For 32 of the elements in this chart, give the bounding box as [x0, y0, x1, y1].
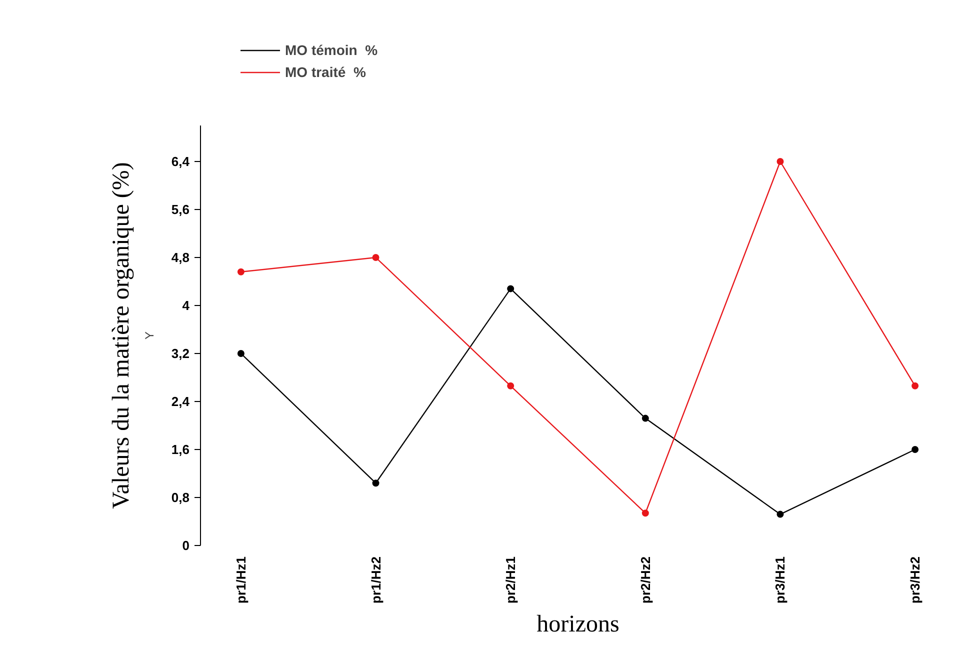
- y-axis-title: Valeurs du la matière organique (%): [108, 162, 134, 509]
- x-tick-label: pr1/Hz2: [368, 556, 384, 604]
- point: [776, 158, 784, 165]
- legend-label: MO traité %: [285, 64, 366, 80]
- y-tick-label: 2,4: [171, 394, 190, 409]
- y-tick-label: 1,6: [171, 442, 190, 457]
- x-tick-label: pr3/Hz2: [908, 556, 923, 604]
- y-tick-label: 3,2: [171, 346, 190, 361]
- point: [642, 510, 649, 517]
- point: [237, 350, 244, 357]
- point: [912, 382, 919, 390]
- x-tick-label: pr2/Hz2: [638, 556, 653, 604]
- point: [776, 510, 784, 518]
- y-tick-label: 0,8: [171, 490, 190, 505]
- y-tick-label: 5,6: [171, 202, 190, 217]
- x-tick-label: pr3/Hz1: [772, 556, 788, 604]
- point: [372, 254, 380, 261]
- x-tick-label: pr2/Hz1: [503, 556, 518, 604]
- y-tick-label: 0: [182, 538, 190, 553]
- point: [507, 382, 514, 390]
- point: [372, 480, 380, 487]
- y-tick-label: 4,8: [171, 250, 190, 265]
- text: Y: [142, 331, 156, 340]
- x-tick-label: pr1/Hz1: [233, 556, 248, 604]
- point: [237, 268, 244, 276]
- point: [507, 285, 514, 292]
- x-axis-title: horizons: [536, 611, 620, 638]
- point: [642, 414, 649, 422]
- point: [912, 446, 919, 453]
- y-tick-label: 4: [182, 298, 190, 313]
- y-tick-label: 6,4: [171, 154, 190, 169]
- legend-label: MO témoin %: [285, 42, 378, 58]
